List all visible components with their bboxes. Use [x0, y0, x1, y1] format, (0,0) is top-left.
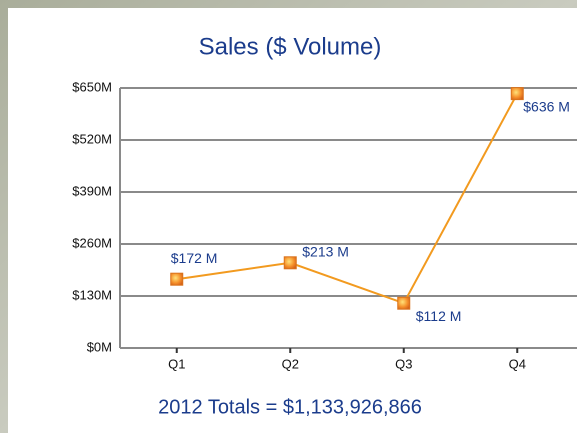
- x-tick-label: Q4: [509, 356, 526, 371]
- totals-note: 2012 Totals = $1,133,926,866: [158, 396, 422, 418]
- x-tick-label: Q1: [168, 356, 185, 371]
- marker: [170, 272, 184, 286]
- data-label: $213 M: [302, 244, 349, 260]
- data-label: $172 M: [171, 250, 218, 266]
- y-tick-label: $260M: [72, 235, 112, 250]
- x-tick-label: Q3: [395, 356, 412, 371]
- y-tick-label: $130M: [72, 287, 112, 302]
- y-tick-label: $390M: [72, 183, 112, 198]
- panel: [8, 8, 577, 433]
- data-label: $112 M: [416, 308, 462, 324]
- marker: [510, 87, 524, 101]
- chart-title: Sales ($ Volume): [199, 33, 382, 60]
- y-tick-label: $520M: [72, 131, 112, 146]
- marker: [283, 256, 297, 270]
- marker: [397, 296, 411, 310]
- line: [176, 93, 519, 305]
- data-label: $636 M: [523, 98, 570, 114]
- y-tick-label: $0M: [87, 339, 112, 354]
- x-tick-label: Q2: [282, 356, 299, 371]
- y-tick-label: $650M: [72, 79, 112, 94]
